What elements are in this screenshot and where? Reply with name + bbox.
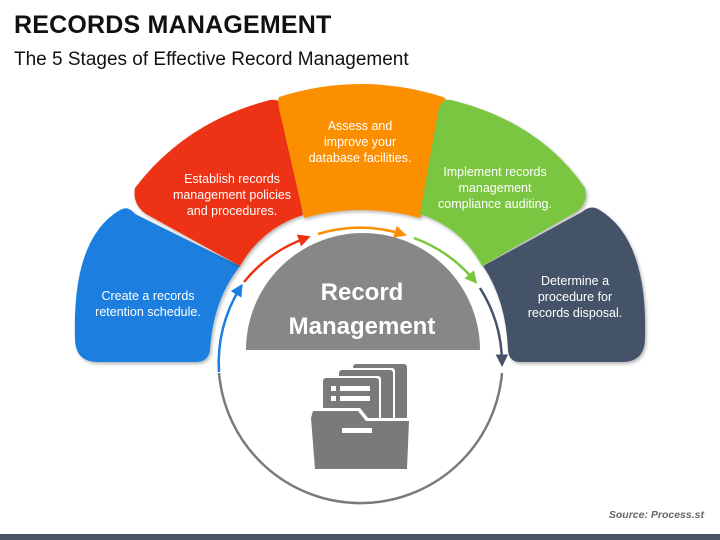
stage-5-text-line-1: Determine a	[541, 274, 609, 288]
footer-bar	[0, 534, 720, 540]
stage-4-text-line-1: Implement records	[443, 165, 547, 179]
connector-arrow-1	[217, 283, 243, 373]
connector-arrow-3	[317, 225, 407, 238]
stage-3-text-line-3: database facilities.	[309, 151, 412, 165]
page-subtitle: The 5 Stages of Effective Record Managem…	[14, 49, 409, 70]
stage-1-text-line-1: Create a records	[101, 289, 194, 303]
connector-arrow-4	[413, 236, 478, 284]
page-title: RECORDS MANAGEMENT	[14, 11, 332, 39]
stage-segment-5	[483, 207, 646, 362]
stage-2-text-line-3: and procedures.	[187, 204, 277, 218]
stage-3-text-line-1: Assess and	[328, 119, 393, 133]
stage-4-text-line-3: compliance auditing.	[438, 197, 552, 211]
center-dome	[246, 233, 480, 350]
outer-ring	[217, 372, 504, 505]
center-title-line1: Record	[321, 279, 404, 306]
connector-arrow-2	[243, 234, 311, 283]
stage-2-text-line-1: Establish records	[184, 172, 280, 186]
stage-segment-1	[74, 208, 240, 362]
stage-2-text-line-2: management policies	[173, 188, 291, 202]
connector-arrow-5	[478, 287, 509, 367]
stage-segment-3	[278, 84, 448, 218]
folder-documents-icon	[307, 364, 412, 472]
stage-5-text-line-3: records disposal.	[528, 306, 623, 320]
stage-3-text-line-2: improve your	[324, 135, 396, 149]
stage-segment-2	[134, 99, 303, 266]
stage-4-text-line-2: management	[459, 181, 532, 195]
stage-1-text-line-2: retention schedule.	[95, 305, 201, 319]
source-credit: Source: Process.st	[608, 509, 704, 521]
stage-segment-4	[420, 99, 586, 266]
stage-5-text-line-2: procedure for	[538, 290, 612, 304]
center-title-line2: Management	[289, 313, 436, 340]
